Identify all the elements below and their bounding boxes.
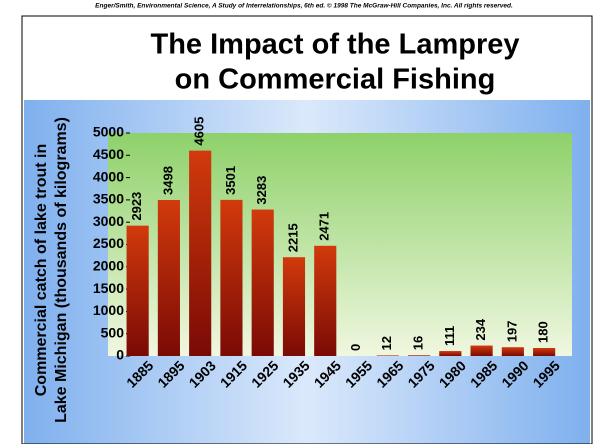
bar [157, 199, 180, 356]
value-label: 0 [348, 344, 363, 351]
y-tick-label: 2000 [93, 258, 124, 274]
value-label: 197 [504, 321, 519, 343]
frame [21, 15, 593, 444]
bar [501, 347, 524, 356]
y-tick-label: 2500 [93, 235, 124, 251]
value-label: 234 [473, 318, 488, 340]
y-tick-label: 3500 [93, 191, 124, 207]
bar [251, 209, 274, 356]
chart-title: on Commercial Fishing [175, 64, 496, 96]
value-label: 12 [379, 336, 394, 350]
y-axis-label: Commercial catch of lake trout in [33, 144, 50, 397]
bar [533, 347, 556, 356]
value-label: 3501 [223, 166, 238, 195]
y-tick-label: 4500 [93, 146, 124, 162]
bar [189, 150, 212, 356]
bar [220, 199, 243, 356]
copyright: Enger/Smith, Environmental Science, A St… [95, 2, 513, 10]
y-tick-label: 0 [116, 347, 124, 363]
bar [407, 355, 431, 356]
value-label: 2923 [129, 192, 144, 221]
plot-area [108, 133, 572, 356]
bar [470, 345, 493, 356]
value-label: 3498 [160, 166, 175, 195]
value-label: 111 [442, 326, 457, 346]
bar [126, 225, 149, 356]
y-tick-label: 3000 [93, 213, 124, 229]
chart-title: The Impact of the Lamprey [150, 29, 519, 61]
value-label: 180 [536, 321, 551, 343]
value-label: 2471 [317, 212, 332, 241]
bar [376, 355, 399, 356]
y-tick-label: 500 [101, 324, 125, 340]
y-axis-label: Lake Michigan (thousands of kilograms) [53, 117, 70, 423]
bar [314, 245, 337, 356]
y-tick-label: 1500 [93, 280, 124, 296]
value-label: 16 [410, 336, 425, 350]
y-tick-label: 1000 [93, 302, 124, 318]
value-label: 4605 [192, 117, 207, 146]
bar [282, 257, 306, 356]
value-label: 2215 [285, 223, 300, 252]
y-tick-label: 4000 [93, 168, 124, 184]
bar [439, 351, 462, 356]
y-tick-label: 5000 [93, 124, 124, 140]
value-label: 3283 [254, 176, 269, 205]
